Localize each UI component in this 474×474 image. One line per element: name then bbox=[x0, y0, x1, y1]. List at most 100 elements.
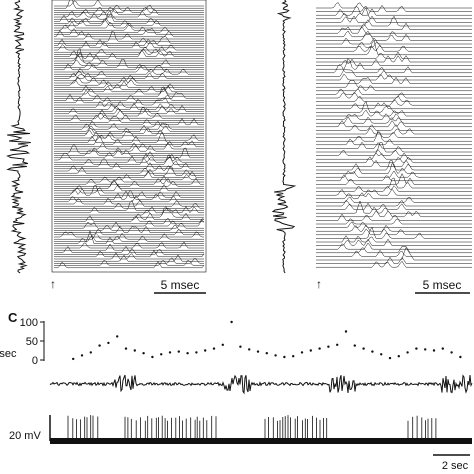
rate-point bbox=[380, 353, 383, 356]
raster-line bbox=[316, 33, 472, 41]
rate-point bbox=[336, 343, 339, 346]
spike-train bbox=[50, 415, 472, 444]
raster-line bbox=[316, 102, 472, 110]
rate-point bbox=[72, 357, 75, 361]
raster-line bbox=[54, 180, 204, 189]
raster-line bbox=[54, 162, 204, 170]
raster-line bbox=[54, 29, 204, 38]
raster-line bbox=[54, 257, 204, 264]
rate-point bbox=[239, 345, 242, 348]
time-scale-label-left: 5 msec bbox=[161, 278, 200, 292]
raster-line bbox=[54, 112, 204, 119]
raster-line bbox=[316, 73, 472, 81]
rate-point bbox=[142, 352, 145, 355]
raster-line bbox=[316, 37, 472, 45]
spike-baseline bbox=[50, 438, 472, 444]
raster-line bbox=[54, 225, 204, 233]
raster-line bbox=[316, 80, 472, 88]
rate-point bbox=[327, 345, 330, 348]
raster-line bbox=[54, 221, 204, 229]
raster-line bbox=[316, 213, 472, 221]
raster-line bbox=[54, 187, 204, 194]
rate-point bbox=[195, 351, 198, 354]
raster-line bbox=[54, 202, 204, 209]
raster-line bbox=[54, 254, 204, 262]
raster-line bbox=[54, 219, 205, 227]
raster-line bbox=[54, 38, 204, 46]
rate-point bbox=[309, 349, 312, 352]
raster-line bbox=[54, 83, 204, 90]
raster-line bbox=[316, 44, 472, 52]
raster-line bbox=[54, 59, 204, 66]
rate-axis-label: Imp/sec bbox=[0, 348, 17, 360]
raster-line bbox=[54, 166, 204, 176]
raster-line bbox=[316, 152, 472, 160]
raster-line bbox=[54, 30, 204, 42]
raster-line bbox=[54, 199, 204, 207]
raster-line bbox=[316, 249, 472, 257]
two-second-scale-label: 2 sec bbox=[442, 460, 469, 472]
raster-line bbox=[316, 127, 472, 135]
rate-point bbox=[441, 347, 444, 350]
raster-line bbox=[54, 189, 204, 200]
raster-line bbox=[54, 36, 204, 44]
raster-line bbox=[54, 8, 204, 16]
rate-point bbox=[353, 344, 356, 347]
raster-line bbox=[54, 19, 204, 27]
raster-line bbox=[54, 120, 204, 128]
stim-marker-left: ↑ bbox=[50, 277, 56, 291]
raster-line bbox=[54, 259, 204, 266]
raster-line bbox=[316, 226, 472, 239]
raster-line bbox=[316, 188, 472, 196]
rate-point bbox=[204, 349, 207, 352]
raster-line bbox=[316, 15, 472, 27]
raster-line bbox=[54, 190, 204, 198]
raster-line bbox=[54, 58, 204, 68]
raster-line bbox=[54, 144, 204, 152]
raster-line bbox=[54, 179, 204, 187]
raster-line bbox=[316, 141, 472, 149]
raster-line bbox=[54, 166, 204, 174]
rate-point bbox=[283, 355, 286, 359]
raster-line bbox=[54, 231, 204, 238]
raster-line bbox=[54, 252, 204, 260]
raster-line bbox=[54, 197, 204, 205]
raster-line bbox=[54, 87, 204, 95]
rate-point bbox=[248, 348, 251, 351]
raster-line bbox=[316, 131, 472, 138]
raster-line bbox=[316, 88, 472, 95]
raster-line bbox=[54, 79, 204, 86]
raster-line bbox=[54, 206, 204, 214]
raster-line bbox=[54, 4, 204, 11]
raster-line bbox=[54, 10, 204, 18]
raster-line bbox=[54, 70, 204, 77]
raster-line bbox=[316, 130, 472, 142]
raster-line bbox=[54, 170, 204, 178]
raster-line bbox=[316, 58, 472, 66]
raster-line bbox=[54, 155, 204, 163]
raster-line bbox=[54, 131, 204, 143]
rate-point bbox=[89, 351, 93, 354]
rate-point bbox=[168, 351, 172, 354]
rate-point bbox=[450, 351, 453, 354]
rate-tick-label-100: 100 bbox=[20, 317, 38, 329]
raster-line bbox=[316, 30, 472, 38]
raster-line bbox=[316, 100, 472, 113]
rate-point bbox=[415, 347, 418, 350]
raster-line bbox=[316, 238, 472, 246]
extracellular-trace-right bbox=[271, 0, 297, 274]
raster-line bbox=[54, 175, 204, 183]
rate-point bbox=[371, 350, 374, 353]
raster-line bbox=[54, 40, 204, 49]
raster-line bbox=[316, 51, 472, 59]
raster-line bbox=[316, 235, 472, 243]
rate-point bbox=[98, 344, 101, 347]
raster-line bbox=[316, 172, 472, 185]
raster-line bbox=[316, 174, 472, 182]
raster-line bbox=[316, 177, 472, 189]
raster-line bbox=[316, 55, 472, 63]
raster-line bbox=[54, 247, 204, 255]
raster-line bbox=[54, 74, 204, 82]
raster-line bbox=[54, 54, 204, 62]
raster-line bbox=[54, 80, 204, 88]
